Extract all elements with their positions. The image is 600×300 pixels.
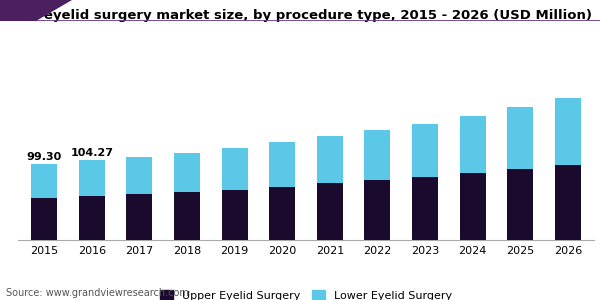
- Bar: [460, 116, 486, 173]
- Bar: [555, 98, 581, 165]
- Bar: [31, 198, 57, 240]
- Text: 99.30: 99.30: [26, 152, 62, 162]
- Bar: [507, 107, 533, 169]
- Bar: [460, 173, 486, 240]
- Text: 104.27: 104.27: [70, 148, 113, 158]
- Bar: [364, 180, 391, 240]
- Bar: [317, 136, 343, 184]
- Bar: [174, 192, 200, 240]
- Bar: [31, 164, 57, 198]
- Bar: [269, 187, 295, 240]
- Bar: [221, 148, 248, 190]
- Bar: [507, 169, 533, 240]
- Polygon shape: [0, 0, 72, 21]
- Text: Source: www.grandviewresearch.com: Source: www.grandviewresearch.com: [6, 289, 189, 298]
- Text: U.K. eyelid surgery market size, by procedure type, 2015 - 2026 (USD Million): U.K. eyelid surgery market size, by proc…: [8, 9, 592, 22]
- Bar: [79, 196, 105, 240]
- Bar: [317, 184, 343, 240]
- Bar: [412, 177, 438, 240]
- Bar: [126, 157, 152, 194]
- Bar: [555, 165, 581, 240]
- Bar: [269, 142, 295, 187]
- Bar: [79, 160, 105, 196]
- Bar: [221, 190, 248, 240]
- Bar: [412, 124, 438, 177]
- Bar: [174, 153, 200, 192]
- Bar: [126, 194, 152, 240]
- Bar: [364, 130, 391, 180]
- Legend: Upper Eyelid Surgery, Lower Eyelid Surgery: Upper Eyelid Surgery, Lower Eyelid Surge…: [155, 286, 457, 300]
